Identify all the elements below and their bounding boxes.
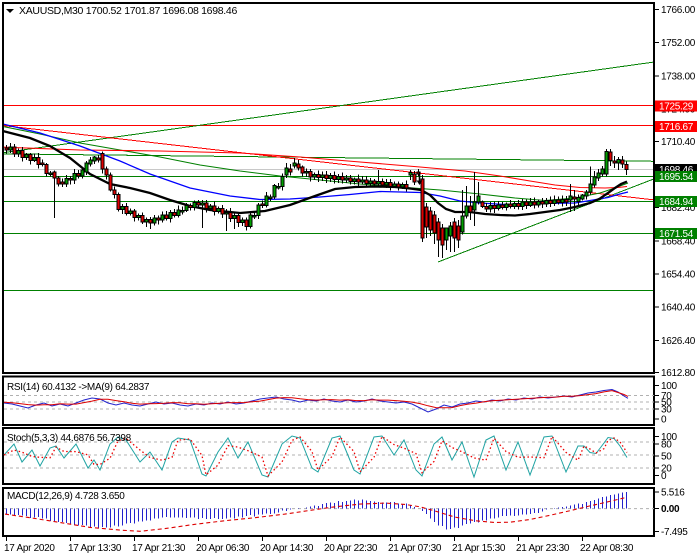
svg-text:1698.46: 1698.46	[659, 165, 694, 176]
svg-text:30: 30	[661, 404, 672, 415]
svg-text:5.516: 5.516	[661, 487, 685, 498]
svg-text:1738.00: 1738.00	[661, 71, 696, 82]
svg-text:1654.40: 1654.40	[661, 270, 696, 281]
svg-text:MACD(12,26,9) 4.728 3.650: MACD(12,26,9) 4.728 3.650	[7, 491, 125, 502]
svg-text:50: 50	[661, 452, 672, 463]
svg-text:20 Apr 14:30: 20 Apr 14:30	[260, 543, 314, 554]
svg-text:0.00: 0.00	[661, 504, 680, 515]
svg-text:22 Apr 08:30: 22 Apr 08:30	[580, 543, 634, 554]
svg-text:-7.495: -7.495	[661, 527, 688, 538]
svg-text:50: 50	[661, 398, 672, 409]
svg-text:RSI(14) 60.4132 ->MA(9) 64.28: RSI(14) 60.4132 ->MA(9) 64.2837	[7, 382, 150, 393]
svg-text:1684.94: 1684.94	[659, 197, 694, 208]
svg-text:70: 70	[661, 391, 672, 402]
svg-text:21 Apr 07:30: 21 Apr 07:30	[388, 543, 442, 554]
svg-text:1695.54: 1695.54	[659, 172, 694, 183]
svg-text:1612.80: 1612.80	[661, 368, 696, 379]
svg-text:1671.54: 1671.54	[659, 229, 694, 240]
svg-text:1682.40: 1682.40	[661, 203, 696, 214]
svg-text:0: 0	[661, 471, 667, 482]
svg-text:21 Apr 23:30: 21 Apr 23:30	[516, 543, 570, 554]
svg-text:100: 100	[661, 381, 678, 392]
svg-text:1710.40: 1710.40	[661, 137, 696, 148]
svg-text:1752.00: 1752.00	[661, 38, 696, 49]
svg-text:1640.40: 1640.40	[661, 303, 696, 314]
svg-text:80: 80	[661, 440, 672, 451]
svg-text:21 Apr 15:30: 21 Apr 15:30	[452, 543, 506, 554]
svg-text:0: 0	[661, 414, 667, 425]
svg-text:17 Apr 2020: 17 Apr 2020	[4, 543, 55, 554]
svg-text:20 Apr 06:30: 20 Apr 06:30	[196, 543, 250, 554]
svg-text:1766.00: 1766.00	[661, 5, 696, 16]
svg-text:17 Apr 13:30: 17 Apr 13:30	[68, 543, 122, 554]
svg-text:20 Apr 22:30: 20 Apr 22:30	[324, 543, 378, 554]
svg-text:20: 20	[661, 463, 672, 474]
svg-text:1716.67: 1716.67	[659, 122, 694, 133]
svg-text:1725.29: 1725.29	[659, 102, 694, 113]
svg-text:100: 100	[661, 432, 678, 443]
svg-text:Stoch(5,3,3) 44.6876 56.7398: Stoch(5,3,3) 44.6876 56.7398	[7, 433, 132, 444]
svg-text:17 Apr 21:30: 17 Apr 21:30	[132, 543, 186, 554]
svg-text:1626.40: 1626.40	[661, 336, 696, 347]
svg-text:1668.40: 1668.40	[661, 236, 696, 247]
svg-text:XAUUSD,M30 1700.52 1701.87 16: XAUUSD,M30 1700.52 1701.87 1696.08 1698.…	[19, 5, 237, 17]
